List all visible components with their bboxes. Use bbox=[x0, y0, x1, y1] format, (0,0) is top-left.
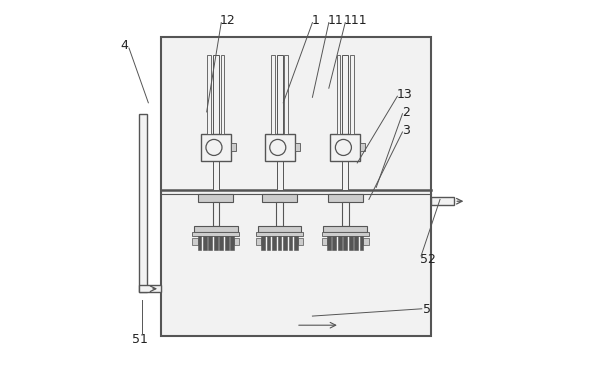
Bar bbox=[342, 202, 349, 226]
Bar bbox=[198, 194, 233, 202]
Bar bbox=[256, 232, 303, 236]
Text: 52: 52 bbox=[420, 253, 436, 266]
Text: 111: 111 bbox=[344, 14, 368, 27]
Bar bbox=[267, 236, 271, 250]
Bar bbox=[276, 202, 283, 226]
Bar bbox=[161, 37, 431, 336]
Bar bbox=[298, 238, 303, 245]
Text: 3: 3 bbox=[402, 124, 410, 137]
Bar bbox=[201, 134, 231, 161]
Text: 12: 12 bbox=[220, 14, 236, 27]
Bar bbox=[360, 143, 365, 152]
Text: 1: 1 bbox=[311, 14, 319, 27]
Bar bbox=[192, 238, 198, 245]
Bar bbox=[342, 55, 348, 190]
Bar bbox=[363, 238, 369, 245]
Bar bbox=[276, 55, 282, 190]
Bar bbox=[213, 55, 218, 190]
Bar bbox=[225, 236, 229, 250]
Bar bbox=[221, 55, 224, 134]
Bar bbox=[192, 232, 240, 236]
Bar bbox=[231, 143, 236, 152]
Text: 51: 51 bbox=[132, 333, 148, 346]
Bar bbox=[327, 236, 331, 250]
Bar bbox=[360, 236, 363, 250]
Text: 2: 2 bbox=[402, 106, 410, 119]
Bar bbox=[234, 238, 240, 245]
Bar bbox=[214, 236, 218, 250]
Bar bbox=[343, 236, 347, 250]
Bar bbox=[295, 143, 300, 152]
Bar bbox=[349, 236, 352, 250]
Bar bbox=[321, 238, 327, 245]
Bar bbox=[272, 236, 276, 250]
Bar bbox=[220, 236, 223, 250]
Bar bbox=[139, 285, 161, 292]
Bar bbox=[337, 55, 340, 134]
Bar bbox=[203, 236, 207, 250]
Bar bbox=[213, 202, 219, 226]
Bar bbox=[262, 194, 297, 202]
Bar bbox=[198, 236, 201, 250]
Bar bbox=[333, 236, 336, 250]
Bar bbox=[321, 232, 369, 236]
Text: 13: 13 bbox=[396, 88, 412, 101]
Text: 5: 5 bbox=[423, 303, 431, 316]
Bar bbox=[328, 194, 362, 202]
Bar bbox=[323, 226, 367, 232]
Bar bbox=[431, 197, 453, 205]
Bar bbox=[208, 236, 212, 250]
Bar bbox=[283, 236, 287, 250]
Bar bbox=[289, 236, 292, 250]
Bar bbox=[284, 55, 288, 134]
Bar bbox=[139, 114, 146, 292]
Bar bbox=[355, 236, 358, 250]
Bar bbox=[338, 236, 342, 250]
Bar bbox=[350, 55, 353, 134]
Bar bbox=[258, 226, 301, 232]
Bar bbox=[294, 236, 298, 250]
Bar bbox=[278, 236, 281, 250]
Bar bbox=[265, 134, 295, 161]
Text: 11: 11 bbox=[328, 14, 343, 27]
Bar bbox=[230, 236, 234, 250]
Bar bbox=[207, 55, 211, 134]
Bar bbox=[194, 226, 237, 232]
Bar bbox=[271, 55, 275, 134]
Text: 4: 4 bbox=[120, 40, 128, 52]
Bar bbox=[261, 236, 265, 250]
Bar bbox=[256, 238, 261, 245]
Bar bbox=[330, 134, 360, 161]
